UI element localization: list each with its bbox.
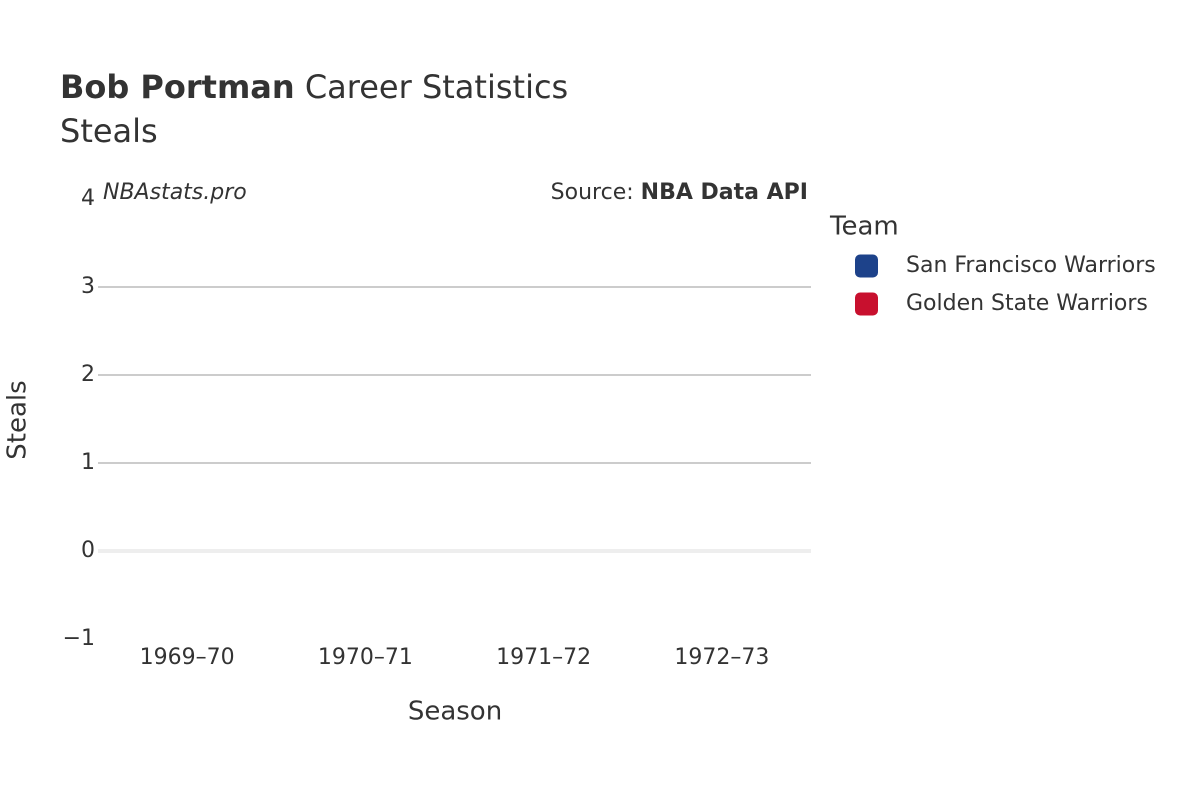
- y-tick-label: 1: [81, 450, 95, 475]
- source-prefix: Source:: [551, 180, 634, 205]
- y-tick-label: 0: [81, 538, 95, 563]
- source-name: NBA Data API: [641, 180, 808, 205]
- legend-title: Team: [829, 212, 899, 242]
- y-tick-label: 2: [81, 362, 95, 387]
- legend-label: Golden State Warriors: [906, 291, 1148, 316]
- y-tick-label: 3: [81, 274, 95, 299]
- y-axis-title: Steals: [3, 380, 33, 459]
- player-name: Bob Portman: [60, 68, 295, 106]
- legend-swatch: [855, 254, 878, 278]
- y-tick-label: 4: [81, 186, 95, 211]
- chart-subtitle: Steals: [60, 112, 158, 150]
- x-axis-title: Season: [408, 697, 502, 727]
- y-tick-label: −1: [63, 626, 95, 651]
- legend-label: San Francisco Warriors: [906, 253, 1156, 278]
- chart-title: Bob Portman Career Statistics: [60, 68, 568, 106]
- x-tick-label: 1971–72: [496, 645, 591, 670]
- x-tick-label: 1972–73: [674, 645, 769, 670]
- title-text: Career Statistics: [305, 68, 568, 106]
- legend-swatch: [855, 292, 878, 316]
- x-tick-label: 1969–70: [140, 645, 235, 670]
- source-annotation: Source: NBA Data API: [551, 180, 808, 205]
- x-tick-label: 1970–71: [318, 645, 413, 670]
- site-annotation: NBAstats.pro: [103, 180, 247, 205]
